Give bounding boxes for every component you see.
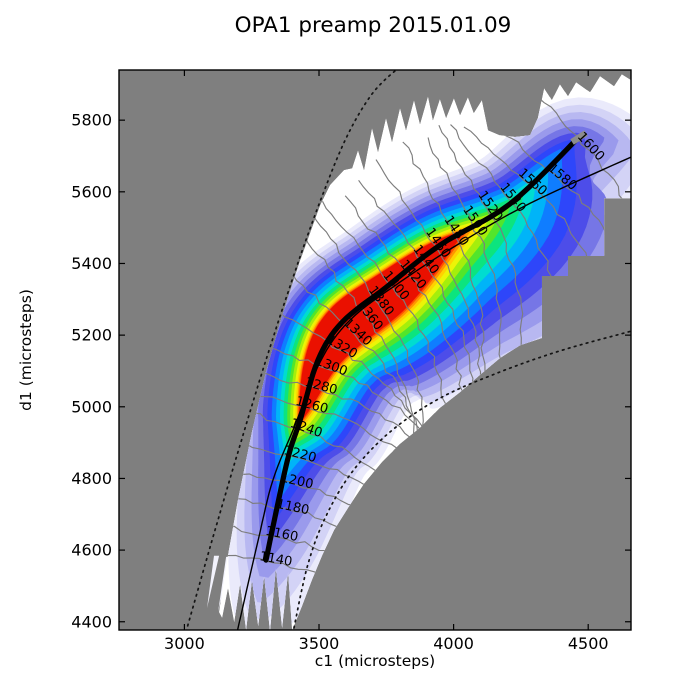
plot-title: OPA1 preamp 2015.01.09 (235, 13, 512, 38)
phase-match-boundary-left-dotted (185, 70, 398, 630)
contour-label-1200: 1200 (279, 471, 315, 493)
plot-frame (118, 69, 632, 631)
x-axis-label: c1 (microsteps) (315, 652, 435, 670)
x-tick-labels: 3000 3500 4000 4500 (164, 634, 609, 653)
axis-ticks (119, 70, 631, 630)
y-tick-label: 5000 (71, 397, 112, 416)
x-tick-label: 4500 (568, 634, 609, 653)
contour-label-1140: 1140 (258, 549, 293, 570)
y-tick-label: 4600 (71, 541, 112, 560)
y-tick-label: 5600 (71, 182, 112, 201)
x-tick-label: 4000 (433, 634, 474, 653)
contourf-bands (219, 89, 631, 630)
y-tick-label: 5200 (71, 326, 112, 345)
x-tick-label: 3500 (299, 634, 340, 653)
y-tick-labels: 4400 4600 4800 5000 5200 5400 5600 5800 (71, 111, 112, 632)
y-tick-label: 4800 (71, 469, 112, 488)
curve-end-marker (570, 130, 588, 145)
x-tick-label: 3000 (164, 634, 205, 653)
y-tick-label: 4400 (71, 612, 112, 631)
contour-label-1160: 1160 (264, 524, 299, 545)
y-axis-label: d1 (microsteps) (17, 289, 35, 411)
y-tick-label: 5400 (71, 254, 112, 273)
plot-area: 1140116011801200122012401260128013001320… (119, 70, 631, 630)
tuning-curve-thick (263, 135, 581, 563)
y-tick-label: 5800 (71, 111, 112, 130)
fit-curve-thin (236, 156, 631, 630)
phase-match-boundary-right-dotted (293, 330, 631, 629)
contour-label-1180: 1180 (275, 497, 311, 519)
